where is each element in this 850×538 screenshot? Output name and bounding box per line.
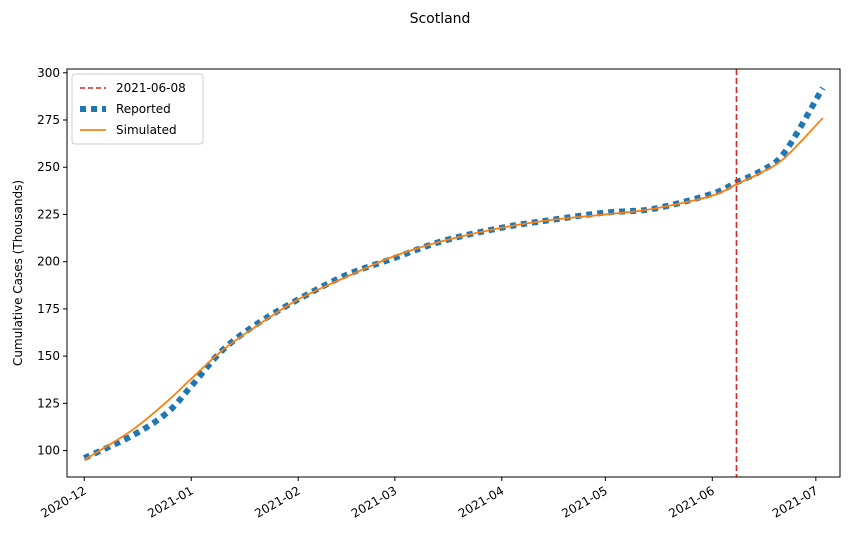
y-tick-label: 100	[37, 444, 60, 458]
chart-title: Scotland	[410, 11, 471, 27]
x-tick-label: 2021-01	[145, 483, 195, 520]
x-axis: 2020-12 2021-01 2021-02 2021-03 2021-04 2021-…	[38, 477, 820, 521]
y-tick-label: 250	[37, 160, 60, 174]
x-tick-label: 2021-04	[456, 483, 506, 520]
y-axis: 100 125 150 175 200 225 250 275 300	[37, 66, 67, 458]
y-tick-label: 150	[37, 349, 60, 363]
plot-area	[83, 69, 826, 477]
legend-label-simulated: Simulated	[116, 123, 177, 137]
y-tick-label: 125	[37, 396, 60, 410]
x-tick-label: 2021-06	[666, 483, 716, 520]
plot-frame	[66, 68, 841, 478]
y-tick-label: 200	[37, 255, 60, 269]
legend-label-reported: Reported	[116, 102, 171, 116]
x-tick-label: 2021-03	[349, 483, 399, 520]
legend-label-vline: 2021-06-08	[116, 81, 186, 95]
x-tick-label: 2021-05	[559, 483, 609, 520]
y-tick-label: 275	[37, 113, 60, 127]
series-line-simulated	[83, 117, 824, 461]
x-tick-label: 2021-02	[252, 483, 302, 520]
legend-box	[71, 73, 204, 145]
y-axis-label: Cumulative Cases (Thousands)	[11, 180, 25, 366]
x-tick-label: 2020-12	[38, 483, 88, 520]
y-tick-label: 175	[37, 302, 60, 316]
y-tick-label: 225	[37, 207, 60, 221]
legend: 2021-06-08 Reported Simulated	[71, 73, 204, 145]
y-tick-label: 300	[37, 66, 60, 80]
x-tick-label: 2021-07	[770, 483, 820, 520]
